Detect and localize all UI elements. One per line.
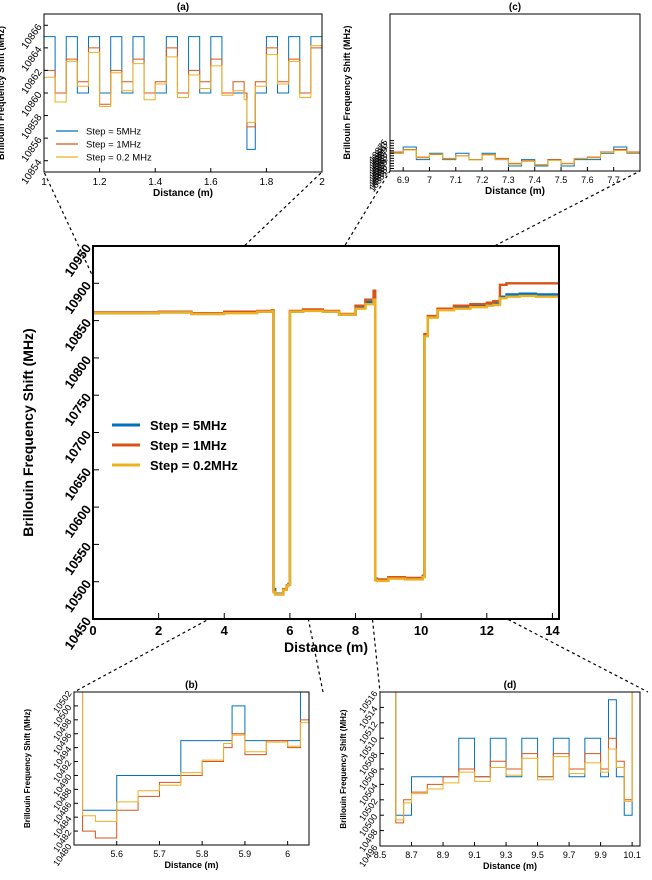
x-tick-label: 7.1 <box>450 175 463 185</box>
x-tick-label: 12 <box>480 623 494 638</box>
x-tick-label: 6.9 <box>397 175 410 185</box>
x-tick-label: 7.5 <box>555 175 568 185</box>
legend-label: Step = 5MHz <box>86 127 141 138</box>
x-tick-label: 2 <box>319 177 325 188</box>
plot-area <box>390 14 640 171</box>
x-tick-label: 9.7 <box>563 850 576 860</box>
legend-label: Step = 0.2MHz <box>150 458 238 473</box>
series-line-3 <box>390 148 640 166</box>
y-tick-label: 10950 <box>61 241 94 279</box>
y-axis-label: Brillouin Frequency Shift (MHz) <box>342 25 352 159</box>
y-tick-label: 10900 <box>61 278 94 316</box>
x-tick-label: 10 <box>414 623 428 638</box>
x-tick-label: 1.4 <box>148 177 162 188</box>
x-tick-label: 1 <box>41 177 47 188</box>
x-tick-label: 7 <box>427 175 432 185</box>
legend-label: Step = 5MHz <box>150 418 227 433</box>
x-tick-label: 0 <box>89 623 96 638</box>
x-tick-label: 8.9 <box>437 850 450 860</box>
y-tick-label: 10500 <box>61 577 94 615</box>
inset-chart-a: 1 1.2 1.4 1.6 1.8 210854108561085810860108621… <box>0 2 325 199</box>
y-tick-label: 10550 <box>61 539 94 577</box>
inset-chart-b: 5.6 5.7 5.8 5.9 6104801048210484104861048810… <box>23 680 310 870</box>
series-line-1 <box>380 692 640 816</box>
x-tick-label: 7.2 <box>476 175 489 185</box>
y-axis-label: Brillouin Frequency Shift (MHz) <box>339 709 348 828</box>
y-tick-label: 10860 <box>20 90 45 119</box>
x-tick-label: 2 <box>155 623 162 638</box>
series-group <box>44 36 322 150</box>
legend-label: Step = 1MHz <box>86 140 141 151</box>
x-tick-label: 7.4 <box>528 175 541 185</box>
series-line-3 <box>380 692 640 821</box>
x-tick-label: 9.5 <box>531 850 544 860</box>
y-tick-label: 10862 <box>20 67 45 96</box>
series-line-3 <box>74 692 309 822</box>
x-tick-label: 4 <box>221 623 229 638</box>
inset-chart-c: 6.9 7 7.1 7.2 7.3 7.4 7.5 7.6 7.7108511085310855… <box>342 2 641 197</box>
zoom-connector <box>427 577 649 693</box>
inset-chart-d: 8.5 8.7 8.9 9.1 9.3 9.5 9.7 9.9 10.1104961049810… <box>339 680 641 871</box>
x-tick-label: 9.3 <box>500 850 513 860</box>
x-tick-label: 1.8 <box>259 177 273 188</box>
x-tick-label: 8.7 <box>405 850 418 860</box>
y-axis-label: Brillouin Frequency Shift (MHz) <box>0 26 6 160</box>
series-group <box>390 146 640 167</box>
x-tick-label: 5.6 <box>110 849 123 859</box>
x-tick-label: 5.7 <box>153 849 166 859</box>
x-tick-label: 5.9 <box>239 849 252 859</box>
x-axis-label: Distance (m) <box>284 639 368 655</box>
x-tick-label: 9.1 <box>468 850 481 860</box>
panel-title: (c) <box>509 2 521 13</box>
plot-frame <box>73 691 310 846</box>
x-tick-label: 8 <box>352 623 359 638</box>
panel-title: (d) <box>504 680 517 691</box>
x-axis-label: Distance (m) <box>164 860 218 870</box>
y-tick-label: 10864 <box>20 44 45 73</box>
series-line-3 <box>93 294 559 596</box>
legend-label: Step = 1MHz <box>150 438 227 453</box>
x-tick-label: 1.6 <box>204 177 218 188</box>
x-tick-label: 7.7 <box>607 175 620 185</box>
x-tick-label: 1.2 <box>93 177 107 188</box>
y-tick-label: 10750 <box>61 390 94 428</box>
plot-area <box>74 692 309 845</box>
legend-label: Step = 0.2 MHz <box>86 153 152 164</box>
x-axis-label: Distance (m) <box>153 188 213 199</box>
y-tick-label: 10856 <box>20 135 45 164</box>
x-axis-label: Distance (m) <box>483 861 537 871</box>
y-tick-label: 10650 <box>61 465 94 503</box>
y-tick-label: 10850 <box>61 316 94 354</box>
series-group <box>74 692 309 839</box>
series-line-3 <box>44 45 322 123</box>
y-tick-label: 10858 <box>20 112 45 141</box>
series-group <box>93 282 559 596</box>
x-tick-label: 7.6 <box>581 175 594 185</box>
x-tick-label: 8.5 <box>374 850 387 860</box>
panel-title: (a) <box>177 2 189 13</box>
y-axis-label: Brillouin Frequency Shift (MHz) <box>20 328 36 536</box>
plot-frame <box>389 13 641 172</box>
y-tick-label: 10700 <box>61 428 94 466</box>
x-tick-label: 6 <box>285 849 290 859</box>
x-tick-label: 14 <box>545 623 560 638</box>
y-tick-label: 10800 <box>61 353 94 391</box>
y-tick-label: 10600 <box>61 502 94 540</box>
x-tick-label: 9.9 <box>594 850 607 860</box>
main-chart: 0 2 4 6 8 10 12 1410450105001055010600106501070… <box>20 241 560 655</box>
x-tick-label: 10.1 <box>623 850 641 860</box>
x-tick-label: 6 <box>286 623 293 638</box>
y-axis-label: Brillouin Frequency Shift (MHz) <box>23 709 32 828</box>
x-tick-label: 5.8 <box>196 849 209 859</box>
panel-title: (b) <box>185 680 198 691</box>
y-tick-label: 10866 <box>20 22 45 51</box>
x-tick-label: 7.3 <box>502 175 515 185</box>
series-group <box>380 692 640 824</box>
x-axis-label: Distance (m) <box>485 186 545 197</box>
zoom-connector <box>174 171 323 313</box>
